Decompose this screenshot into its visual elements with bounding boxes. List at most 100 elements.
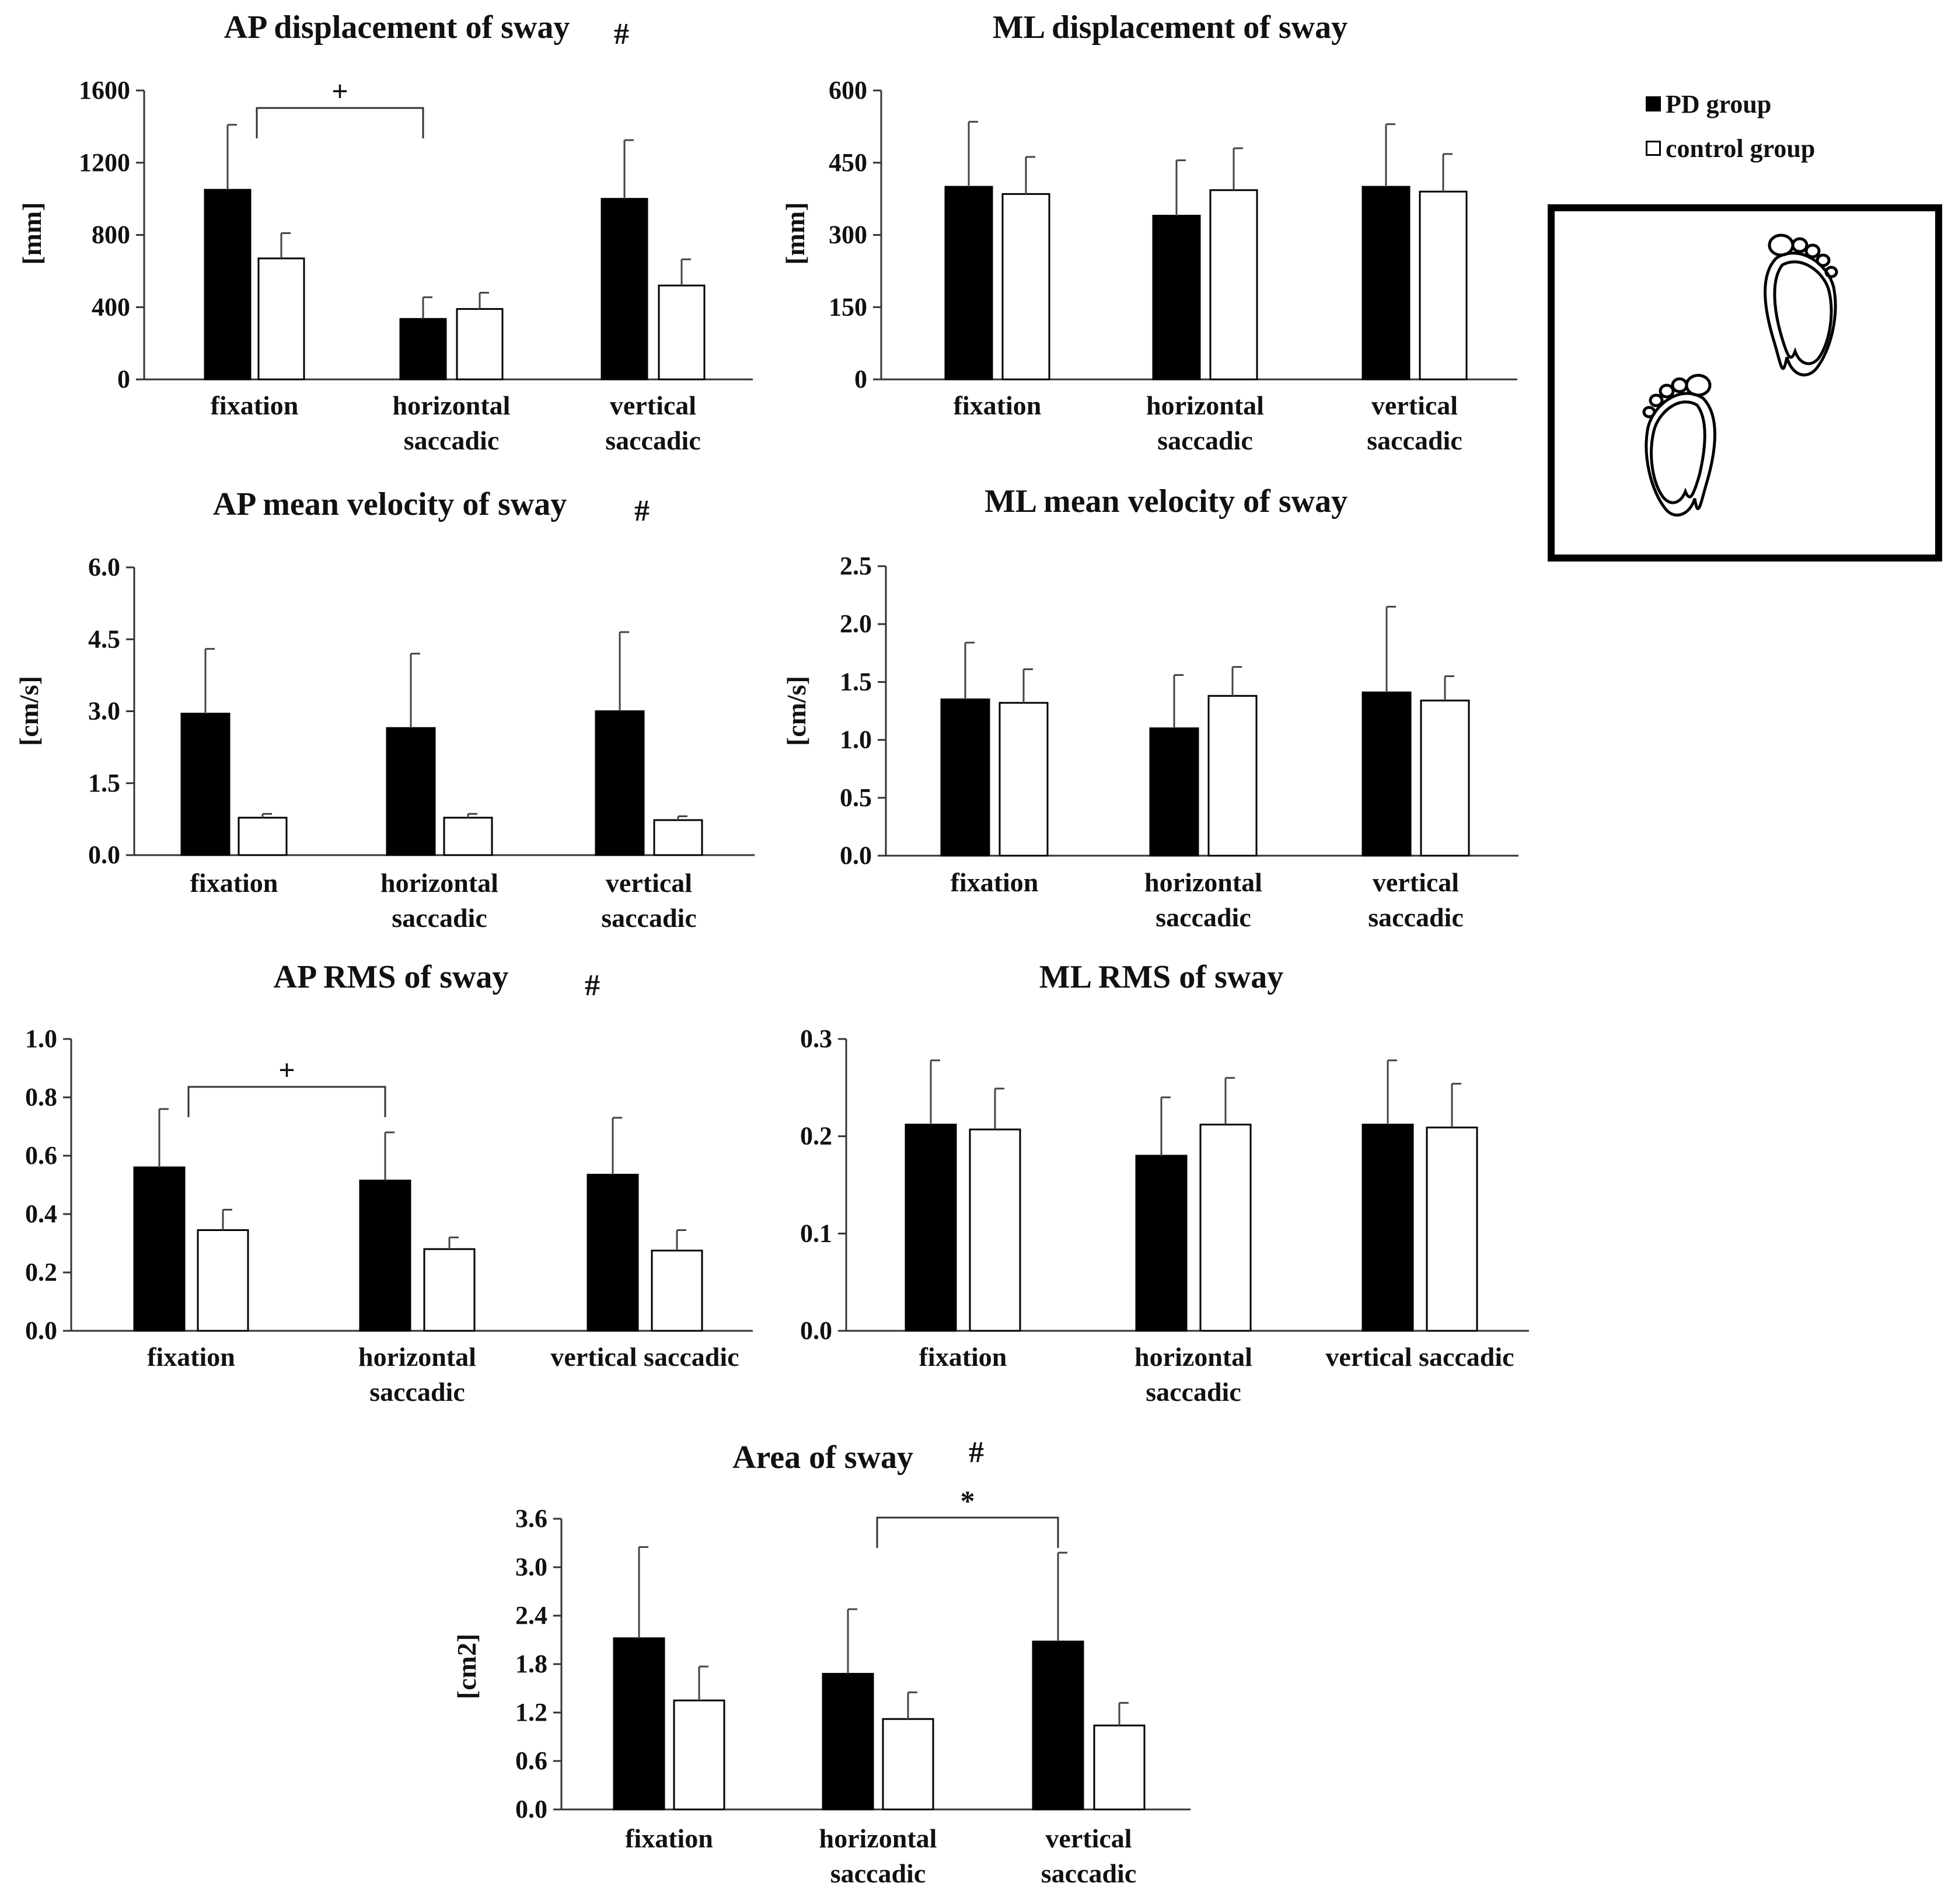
x-category-label: saccadic [392, 903, 487, 933]
feet-illustration-panel [1548, 204, 1942, 562]
x-category-label: saccadic [830, 1858, 926, 1888]
chart-title: ML mean velocity of sway [985, 483, 1347, 519]
chart-panel-4: ML mean velocity of sway [cm/s] 0.0 0.5 1.0 1… [781, 483, 1518, 932]
feet-icon [1642, 233, 1838, 517]
x-category-label: vertical saccadic [550, 1342, 739, 1372]
y-axis-label: [cm/s] [781, 676, 811, 746]
x-category-label: vertical [610, 390, 696, 420]
y-tick-label: 0.4 [25, 1199, 57, 1228]
bar-pd-group [386, 727, 436, 856]
bar-control-group [443, 817, 493, 856]
bar-pd-group [204, 189, 252, 381]
y-tick-label: 1.5 [88, 769, 120, 797]
y-tick-label: 150 [829, 292, 867, 321]
comparison-bracket [256, 107, 424, 138]
chart-panel-1: AP displacement of sway # [mm] 0 400 800 1200 1… [17, 9, 753, 455]
y-tick-label: 0.0 [515, 1795, 547, 1823]
bar-control-group [969, 1128, 1021, 1332]
legend-swatch-control [1646, 141, 1661, 156]
significance-hash-mark: # [614, 18, 629, 51]
bar-pd-group [1032, 1640, 1084, 1811]
legend: PD group control group [1646, 82, 1815, 170]
bar-pd-group [822, 1673, 874, 1811]
x-category-label: saccadic [1157, 426, 1253, 455]
y-tick-label: 1.5 [840, 667, 872, 696]
bar-pd-group [586, 1174, 639, 1332]
bar-control-group [1199, 1124, 1252, 1332]
y-tick-label: 0.0 [88, 841, 120, 869]
bar-control-group [1419, 190, 1468, 381]
y-tick-label: 2.4 [515, 1601, 547, 1630]
y-tick-label: 1.2 [515, 1698, 547, 1727]
x-category-label: fixation [919, 1342, 1007, 1372]
x-category-label: fixation [954, 390, 1042, 420]
chart-title: AP displacement of sway [224, 9, 570, 46]
bar-control-group [1093, 1724, 1146, 1811]
x-category-label: horizontal [393, 390, 511, 420]
chart-panel-6: ML RMS of sway 0.0 0.1 0.2 0.3 fixation horizo… [800, 959, 1529, 1407]
bar-pd-group [601, 198, 648, 381]
y-axis-label: [cm/s] [14, 676, 44, 746]
y-tick-label: 0.8 [25, 1083, 57, 1111]
comparison-mark: + [331, 75, 348, 107]
y-tick-label: 0.3 [800, 1024, 832, 1053]
chart-title: AP RMS of sway [274, 959, 509, 995]
y-tick-label: 1600 [79, 76, 130, 104]
y-tick-label: 0.2 [25, 1258, 57, 1286]
chart-panel-5: AP RMS of sway #0.0 0.2 0.4 0.6 0.8 1.0 fixatio… [25, 959, 753, 1407]
x-category-label: horizontal [1134, 1342, 1252, 1372]
x-category-label: saccadic [404, 426, 500, 455]
x-category-label: horizontal [358, 1342, 476, 1372]
y-tick-label: 0.2 [800, 1122, 832, 1150]
y-axis-label: [mm] [780, 202, 810, 264]
bar-pd-group [1149, 727, 1199, 857]
x-category-label: vertical [1373, 867, 1459, 897]
bar-control-group [423, 1248, 476, 1332]
chart-title: Area of sway [732, 1439, 913, 1476]
x-category-label: fixation [211, 390, 299, 420]
y-tick-label: 0.0 [840, 841, 872, 870]
bar-control-group [651, 1250, 703, 1332]
bar-pd-group [1152, 215, 1201, 381]
y-tick-label: 2.0 [840, 609, 872, 638]
y-tick-label: 6.0 [88, 553, 120, 581]
y-tick-label: 3.0 [88, 697, 120, 726]
significance-hash-mark: # [585, 969, 600, 1002]
x-category-label: vertical [606, 868, 692, 898]
x-category-label: horizontal [819, 1823, 937, 1853]
x-category-label: saccadic [1368, 902, 1464, 932]
x-category-label: saccadic [1041, 1858, 1137, 1888]
y-tick-label: 0.0 [25, 1316, 57, 1345]
bar-pd-group [1361, 1124, 1414, 1332]
y-tick-label: 2.5 [840, 552, 872, 580]
y-tick-label: 1.0 [840, 726, 872, 754]
y-tick-label: 400 [92, 292, 130, 321]
chart-panel-3: AP mean velocity of sway # [cm/s] 0.0 1.5 3.0… [14, 486, 755, 933]
bar-control-group [653, 819, 703, 856]
bar-control-group [1420, 699, 1470, 857]
x-category-label: horizontal [1146, 390, 1264, 420]
bar-pd-group [1361, 186, 1411, 381]
chart-title: AP mean velocity of sway [213, 486, 567, 522]
bar-control-group [999, 702, 1049, 857]
bar-control-group [456, 308, 504, 381]
bar-pd-group [595, 710, 645, 856]
y-tick-label: 0.0 [800, 1316, 832, 1345]
chart-title: ML RMS of sway [1039, 959, 1283, 995]
y-tick-label: 0 [117, 365, 130, 393]
bar-control-group [238, 817, 288, 856]
x-category-label: saccadic [605, 426, 701, 455]
y-tick-label: 1.8 [515, 1650, 547, 1678]
y-tick-label: 4.5 [88, 625, 120, 653]
legend-swatch-pd [1646, 96, 1661, 111]
chart-panel-7: Area of sway # [cm2] 0.0 0.6 1.2 1.8 2.4 3.0 3.6 f… [452, 1436, 1191, 1888]
bar-control-group [1001, 193, 1050, 381]
bar-pd-group [180, 713, 231, 856]
y-tick-label: 1200 [79, 148, 130, 177]
legend-item-pd: PD group [1646, 82, 1815, 126]
comparison-bracket [876, 1516, 1059, 1548]
y-tick-label: 600 [829, 76, 867, 104]
y-tick-label: 0 [854, 365, 867, 393]
y-tick-label: 0.6 [25, 1141, 57, 1170]
